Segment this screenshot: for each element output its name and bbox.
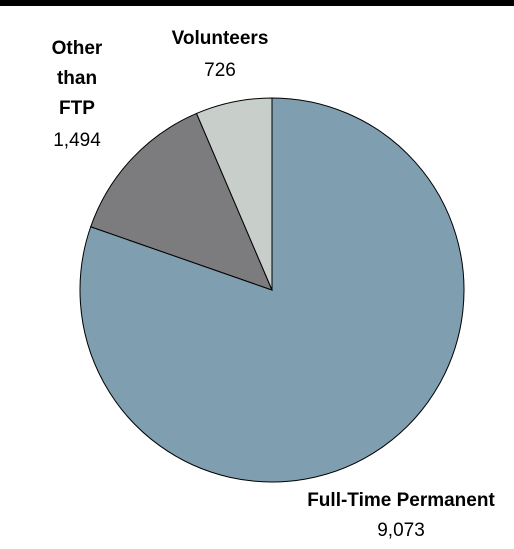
slice-value: 1,494 — [53, 130, 101, 151]
pie-slice — [90, 112, 273, 291]
pie-slice — [195, 97, 273, 291]
slice-label: Full-Time Permanent — [307, 490, 495, 511]
slice-label: Volunteers — [171, 28, 269, 49]
slice-label: Other than FTP — [51, 38, 103, 119]
top-rule — [0, 0, 514, 6]
slice-value: 9,073 — [377, 520, 425, 541]
slice-value: 726 — [204, 60, 236, 81]
